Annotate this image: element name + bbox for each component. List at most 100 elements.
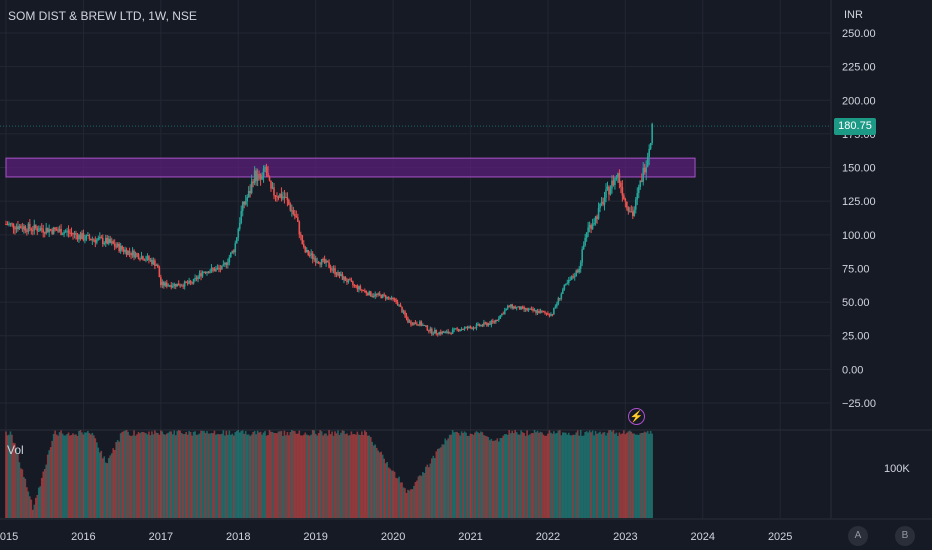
volume-bar — [201, 430, 204, 518]
candle-body — [355, 285, 357, 287]
volume-bar — [291, 430, 293, 518]
volume-bar — [556, 432, 558, 518]
candle-body — [14, 228, 16, 230]
candle-body — [188, 280, 190, 284]
symbol-title[interactable]: SOM DIST & BREW LTD, 1W, NSE — [8, 9, 197, 23]
candle-body — [474, 327, 476, 329]
candle-body — [67, 230, 70, 233]
volume-bar — [365, 432, 368, 518]
volume-bar — [399, 482, 402, 518]
candle-body — [511, 304, 514, 309]
volume-bar — [15, 448, 18, 518]
volume-bar — [60, 430, 62, 518]
volume-bar — [320, 431, 323, 518]
volume-bar — [335, 433, 338, 518]
volume-bar — [42, 471, 45, 518]
volume-bar — [18, 462, 21, 518]
candle-body — [576, 270, 579, 273]
volume-bar — [511, 430, 514, 518]
candle-body — [70, 232, 73, 234]
volume-bar — [298, 430, 301, 518]
candle-body — [343, 276, 345, 280]
volume-label[interactable]: Vol — [7, 443, 24, 457]
b-button[interactable]: B — [895, 526, 915, 546]
volume-bar — [350, 431, 353, 518]
volume-bar — [6, 435, 9, 518]
volume-bar — [282, 435, 284, 518]
candle-body — [43, 232, 46, 234]
candle-body — [17, 226, 19, 230]
lightning-bolt-icon[interactable]: ⚡ — [628, 408, 645, 425]
volume-bar — [307, 435, 310, 518]
candle-body — [307, 249, 310, 255]
candle-body — [349, 279, 351, 281]
candle-body — [621, 187, 624, 196]
candle-body — [85, 235, 88, 240]
candle-body — [346, 280, 348, 283]
candle-body — [463, 327, 466, 330]
candle-body — [565, 283, 567, 285]
volume-bar — [518, 434, 521, 518]
volume-bar — [280, 431, 283, 518]
candle-body — [82, 233, 85, 241]
time-axis[interactable]: 2015 2016 2017 2018 2019 2020 2021 2022 2023 2024… — [0, 531, 792, 543]
volume-bar — [648, 433, 650, 518]
volume-bar — [237, 430, 240, 518]
volume-bar — [78, 431, 80, 518]
volume-bar — [606, 432, 609, 518]
candle-body — [623, 195, 625, 199]
candle-body — [140, 256, 143, 260]
volume-bar — [186, 434, 189, 518]
candle-body — [371, 295, 374, 297]
volume-bar — [204, 432, 207, 518]
volume-bar — [410, 489, 412, 518]
volume-bar — [478, 433, 481, 518]
volume-bar — [486, 436, 488, 518]
auto-scale-button[interactable]: A — [848, 526, 868, 546]
volume-bar — [314, 433, 317, 518]
candle-body — [340, 274, 342, 277]
candle-body — [302, 244, 305, 247]
volume-bar — [328, 430, 330, 518]
candle-body — [600, 201, 603, 204]
candle-body — [611, 180, 613, 189]
candle-body — [72, 232, 74, 235]
volume-bar — [139, 433, 141, 518]
candle-body — [448, 332, 451, 334]
candle-body — [631, 211, 634, 216]
candle-body — [453, 328, 455, 330]
candle-body — [161, 282, 164, 285]
candle-body — [155, 264, 158, 266]
candle-body — [353, 284, 356, 286]
volume-bar — [274, 432, 277, 518]
candle-body — [372, 295, 375, 297]
volume-bar — [31, 509, 34, 518]
volume-bar — [182, 434, 184, 518]
candle-body — [259, 174, 262, 180]
volume-bar — [160, 430, 162, 518]
volume-bar — [344, 434, 347, 518]
resistance-zone[interactable] — [5, 157, 696, 178]
chart-grid — [0, 0, 932, 520]
candle-body — [238, 222, 241, 230]
candle-body — [200, 273, 202, 277]
candle-body — [462, 329, 464, 331]
volume-bar — [520, 430, 522, 518]
volume-bar — [305, 434, 308, 518]
price-axis[interactable]: 250.00225.00200.00175.00150.00125.00100.… — [842, 28, 876, 410]
y-tick-label: −25.00 — [842, 398, 876, 410]
volume-bar — [423, 473, 426, 518]
candle-body — [618, 173, 621, 183]
candle-body — [636, 193, 639, 200]
candle-body — [506, 306, 509, 309]
volume-bar — [232, 435, 235, 518]
candle-body — [122, 249, 125, 252]
volume-bar — [81, 432, 83, 518]
volume-bar — [174, 435, 177, 518]
x-tick-label: 2025 — [768, 531, 792, 543]
candle-body — [381, 294, 384, 298]
volume-bar — [107, 457, 110, 518]
candle-body — [87, 234, 89, 236]
volume-bar — [408, 490, 411, 518]
